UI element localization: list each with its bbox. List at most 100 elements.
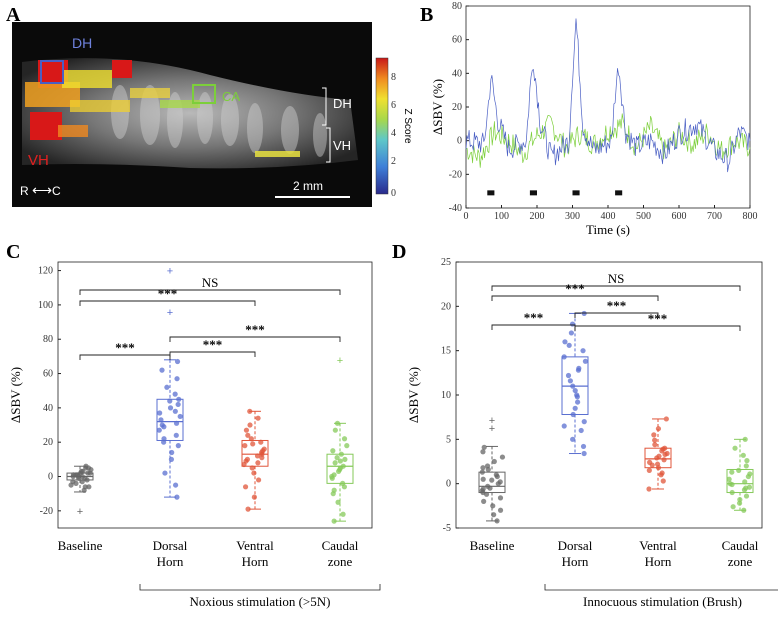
category-label: zone bbox=[328, 554, 353, 569]
data-point bbox=[656, 453, 662, 459]
y-tick-label: 20 bbox=[452, 102, 462, 113]
cbar-tick: 0 bbox=[391, 188, 396, 199]
data-point bbox=[175, 443, 181, 449]
x-tick-label: 800 bbox=[743, 211, 758, 222]
panel-label-c: C bbox=[6, 241, 20, 263]
data-point bbox=[646, 467, 652, 473]
data-point bbox=[172, 482, 179, 488]
x-tick-label: 400 bbox=[601, 211, 616, 222]
data-point bbox=[561, 354, 567, 360]
data-point bbox=[490, 503, 496, 509]
data-point bbox=[480, 486, 486, 492]
data-point bbox=[732, 445, 738, 451]
data-point bbox=[340, 480, 346, 486]
dh-vh-bracket bbox=[322, 87, 331, 163]
significance-label: *** bbox=[607, 298, 627, 313]
y-tick-label: 120 bbox=[38, 266, 53, 277]
data-point bbox=[177, 413, 183, 420]
data-point bbox=[83, 463, 89, 469]
stimulus-bar bbox=[615, 190, 623, 196]
y-tick-label: 5 bbox=[446, 434, 451, 445]
label-vh-right: VH bbox=[333, 138, 351, 153]
outlier-marker: + bbox=[489, 423, 495, 435]
data-point bbox=[570, 383, 576, 389]
y-tick-label: 100 bbox=[38, 300, 53, 311]
significance-label: *** bbox=[115, 340, 135, 355]
tissue-texture bbox=[111, 85, 327, 157]
data-point bbox=[661, 457, 667, 463]
series-line-dorsal-horn bbox=[465, 18, 751, 173]
data-point bbox=[162, 470, 168, 476]
panel-label-b: B bbox=[420, 4, 433, 26]
y-tick-label: 15 bbox=[441, 346, 451, 357]
y-tick-label: 40 bbox=[43, 403, 53, 414]
significance-bracket bbox=[574, 312, 659, 318]
y-tick-label: 0 bbox=[457, 136, 462, 147]
label-dh-right: DH bbox=[333, 96, 352, 111]
data-point bbox=[167, 405, 174, 411]
data-point bbox=[494, 518, 500, 524]
category-label: Ventral bbox=[639, 538, 677, 553]
x-tick-label: 0 bbox=[464, 211, 469, 222]
orient-r: R bbox=[20, 184, 29, 198]
cbar-tick: 2 bbox=[391, 156, 396, 167]
data-point bbox=[159, 422, 165, 428]
panel-label-a: A bbox=[6, 4, 21, 26]
roi-ca-box bbox=[192, 84, 216, 104]
plot-frame bbox=[57, 261, 373, 529]
data-point bbox=[729, 469, 735, 475]
data-point bbox=[329, 473, 335, 480]
data-point bbox=[340, 463, 346, 469]
data-point bbox=[254, 453, 261, 459]
data-point bbox=[574, 394, 580, 400]
chart-c: -20 0 20 40 60 80 100 120 ΔSBV (%) + Baseline + + Dor… bbox=[8, 261, 381, 609]
outlier-marker: + bbox=[167, 307, 173, 319]
data-point bbox=[79, 479, 85, 485]
y-tick-label: 25 bbox=[441, 257, 451, 268]
data-point bbox=[729, 489, 735, 496]
x-tick-label: 300 bbox=[565, 211, 580, 222]
data-point bbox=[651, 432, 657, 438]
data-point bbox=[255, 477, 262, 483]
data-point bbox=[250, 441, 256, 447]
data-point bbox=[481, 444, 487, 450]
data-point bbox=[581, 419, 587, 425]
data-point bbox=[647, 459, 653, 465]
data-point bbox=[173, 420, 180, 426]
data-point bbox=[663, 416, 669, 422]
data-point bbox=[485, 483, 491, 489]
data-point bbox=[245, 506, 251, 512]
data-point bbox=[245, 432, 251, 438]
box bbox=[241, 439, 269, 467]
data-point bbox=[561, 423, 567, 429]
data-point bbox=[562, 339, 568, 345]
significance-label: *** bbox=[203, 337, 223, 352]
significance-bracket bbox=[169, 351, 256, 357]
category-label: Horn bbox=[562, 554, 589, 569]
data-point bbox=[251, 470, 257, 476]
label-vh: VH bbox=[28, 152, 49, 169]
data-point bbox=[242, 484, 249, 490]
y-tick-label: 80 bbox=[43, 334, 53, 345]
outlier-marker: + bbox=[77, 506, 83, 518]
data-point bbox=[335, 499, 341, 505]
x-tick-label: 600 bbox=[672, 211, 687, 222]
data-point bbox=[172, 391, 178, 397]
data-point bbox=[479, 469, 485, 475]
data-point bbox=[332, 460, 338, 466]
data-point bbox=[341, 436, 348, 442]
roi-vh-box bbox=[32, 117, 54, 139]
y-tick-label: 0 bbox=[446, 479, 451, 490]
y-tick-label: 0 bbox=[48, 472, 53, 483]
data-point bbox=[87, 470, 93, 476]
data-point bbox=[159, 367, 165, 373]
roi-dh-box bbox=[40, 60, 64, 84]
data-point bbox=[168, 456, 175, 462]
significance-label: *** bbox=[158, 286, 178, 301]
stimulus-bar bbox=[529, 190, 537, 196]
data-point bbox=[742, 436, 748, 442]
data-point bbox=[337, 467, 343, 473]
data-point bbox=[176, 396, 182, 402]
